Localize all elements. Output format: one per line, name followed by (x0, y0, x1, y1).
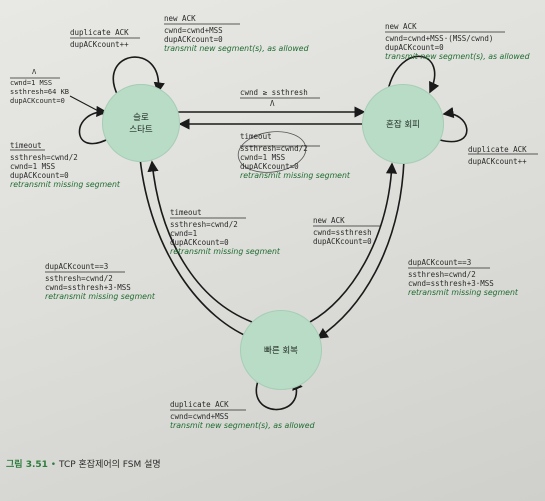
italic-action: retransmit missing segment (170, 247, 280, 256)
event: new ACK (313, 216, 345, 225)
action: dupACKcount=0 (240, 162, 299, 171)
ca-top-loop (387, 55, 440, 94)
action: cwnd=1 MSS (10, 79, 53, 87)
state-congestion-avoidance-label: 혼잡 회피 (386, 120, 420, 130)
event: cwnd ≥ ssthresh (240, 88, 308, 97)
event: timeout (240, 132, 272, 141)
action: dupACKcount=0 (10, 97, 65, 105)
state-slow-start-label: 슬로 스타트 (129, 113, 153, 135)
figure-caption: 그림 3.51 • TCP 혼잡제어의 FSM 설명 (6, 457, 161, 470)
action: dupACKcount++ (468, 157, 527, 166)
state-fast-recovery: 빠른 회복 (240, 310, 322, 390)
action: dupACKcount=0 (10, 171, 69, 180)
fr-to-ca-arrow (309, 162, 398, 323)
action: cwnd=1 MSS (10, 162, 56, 171)
italic-action: transmit new segment(s), as allowed (170, 421, 315, 430)
ca-to-fr-label: dupACKcount==3 ssthresh=cwnd/2 cwnd=ssth… (408, 258, 518, 297)
fr-timeout-label: timeout ssthresh=cwnd/2 cwnd=1 dupACKcou… (170, 208, 280, 256)
action: Λ (270, 99, 275, 108)
fr-dupack-label: duplicate ACK cwnd=cwnd+MSS transmit new… (170, 400, 315, 430)
caption-bullet: • (50, 460, 57, 470)
italic-action: transmit new segment(s), as allowed (164, 44, 309, 53)
ca-right-loop (439, 107, 468, 143)
fr-newack-label: new ACK cwnd=ssthresh dupACKcount=0 (313, 216, 372, 246)
ss-timeout-label: timeout ssthresh=cwnd/2 cwnd=1 MSS dupAC… (10, 141, 120, 189)
action: cwnd=ssthresh+3·MSS (45, 283, 131, 292)
ca-newack-label: new ACK cwnd=cwnd+MSS·(MSS/cwnd) dupACKc… (385, 22, 530, 61)
caption-text: TCP 혼잡제어의 FSM 설명 (58, 460, 161, 470)
italic-action: retransmit missing segment (10, 180, 120, 189)
event: dupACKcount==3 (45, 262, 109, 271)
action: cwnd=ssthresh (313, 228, 372, 237)
fr-bottom-loop (255, 375, 303, 411)
state-congestion-avoidance: 혼잡 회피 (362, 84, 444, 164)
ss-to-ca-label: cwnd ≥ ssthresh Λ (240, 88, 308, 108)
italic-action: retransmit missing segment (408, 288, 518, 297)
italic-action: retransmit missing segment (240, 171, 350, 180)
event: duplicate ACK (468, 145, 527, 154)
action: cwnd=ssthresh+3·MSS (408, 279, 494, 288)
caption-number: 그림 3.51 (6, 460, 48, 470)
action: dupACKcount++ (70, 40, 129, 49)
ss-dupack-label: duplicate ACK dupACKcount++ (70, 28, 129, 49)
ca-timeout-label: timeout ssthresh=cwnd/2 cwnd=1 MSS dupAC… (240, 132, 350, 180)
action: cwnd=1 (170, 229, 198, 238)
ss-to-fr-label: dupACKcount==3 ssthresh=cwnd/2 cwnd=ssth… (45, 262, 155, 301)
event: timeout (10, 141, 42, 150)
action: cwnd=cwnd+MSS·(MSS/cwnd) (385, 34, 494, 43)
event: new ACK (385, 22, 417, 31)
event: duplicate ACK (170, 400, 229, 409)
action: ssthresh=cwnd/2 (240, 144, 308, 153)
ss-newack-label: new ACK cwnd=cwnd+MSS dupACKcount=0 tran… (164, 14, 309, 53)
lambda: Λ (32, 68, 37, 76)
action: ssthresh=cwnd/2 (408, 270, 476, 279)
state-fast-recovery-label: 빠른 회복 (264, 346, 298, 356)
action: dupACKcount=0 (170, 238, 229, 247)
ss-left-loop (78, 105, 111, 145)
action: cwnd=1 MSS (240, 153, 286, 162)
init-label: Λ cwnd=1 MSS ssthresh=64 KB dupACKcount=… (10, 68, 69, 106)
event: new ACK (164, 14, 196, 23)
action: ssthresh=cwnd/2 (10, 153, 78, 162)
event: dupACKcount==3 (408, 258, 472, 267)
action: dupACKcount=0 (313, 237, 372, 246)
action: dupACKcount=0 (385, 43, 444, 52)
init-arrow (69, 95, 105, 115)
state-slow-start: 슬로 스타트 (102, 84, 180, 162)
event: timeout (170, 208, 202, 217)
action: dupACKcount=0 (164, 35, 223, 44)
action: ssthresh=cwnd/2 (45, 274, 113, 283)
italic-action: retransmit missing segment (45, 292, 155, 301)
italic-action: transmit new segment(s), as allowed (385, 52, 530, 61)
event: duplicate ACK (70, 28, 129, 37)
fr-to-ss-arrow (147, 160, 253, 323)
action: ssthresh=64 KB (10, 88, 70, 96)
ca-dupack-label: duplicate ACK dupACKcount++ (468, 145, 527, 166)
ca-to-fr-arrow (316, 159, 405, 339)
action: cwnd=cwnd+MSS (170, 412, 229, 421)
action: cwnd=cwnd+MSS (164, 26, 223, 35)
ss-to-fr-arrow (139, 157, 258, 343)
ss-top-loop (112, 56, 165, 97)
action: ssthresh=cwnd/2 (170, 220, 238, 229)
